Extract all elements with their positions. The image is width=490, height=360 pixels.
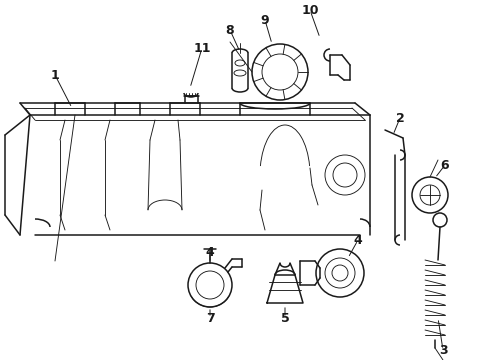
Text: 9: 9 xyxy=(261,14,270,27)
Circle shape xyxy=(252,44,308,100)
Circle shape xyxy=(325,155,365,195)
Text: 11: 11 xyxy=(193,41,211,54)
Circle shape xyxy=(196,271,224,299)
Text: 1: 1 xyxy=(50,68,59,81)
Text: 7: 7 xyxy=(206,311,215,324)
Circle shape xyxy=(333,163,357,187)
Text: 5: 5 xyxy=(281,311,290,324)
Text: 6: 6 xyxy=(441,158,449,171)
Text: 4: 4 xyxy=(206,246,215,258)
Text: 8: 8 xyxy=(226,23,234,36)
Circle shape xyxy=(262,54,298,90)
Text: 10: 10 xyxy=(301,4,319,17)
Text: 2: 2 xyxy=(395,112,404,125)
Circle shape xyxy=(188,263,232,307)
Circle shape xyxy=(433,213,447,227)
Circle shape xyxy=(412,177,448,213)
Circle shape xyxy=(420,185,440,205)
Circle shape xyxy=(325,258,355,288)
Text: 4: 4 xyxy=(354,234,363,247)
Text: 3: 3 xyxy=(439,343,447,356)
Circle shape xyxy=(316,249,364,297)
Circle shape xyxy=(332,265,348,281)
